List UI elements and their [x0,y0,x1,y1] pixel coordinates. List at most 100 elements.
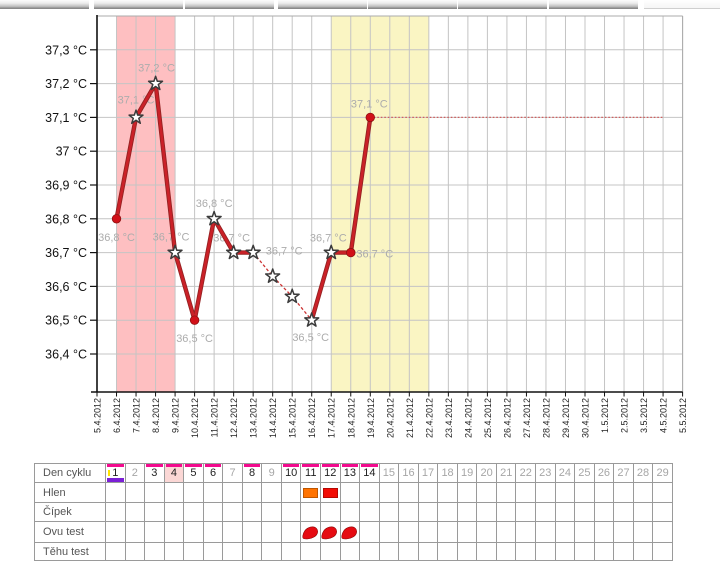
-pek-cell[interactable] [203,503,224,522]
t-hu-test-cell[interactable] [614,543,634,561]
-pek-cell[interactable] [164,503,185,522]
hlen-cell[interactable] [516,483,537,503]
cycle-day-cell[interactable]: 9 [262,464,282,483]
-pek-cell[interactable] [379,503,400,522]
toolbar-button-partial[interactable] [0,0,89,9]
ovu-test-cell[interactable] [301,522,322,543]
cycle-day-cell[interactable]: 8 [242,464,263,483]
toolbar-button-partial[interactable] [185,0,274,9]
t-hu-test-cell[interactable] [379,543,400,561]
cycle-day-cell[interactable]: 25 [575,464,595,483]
cycle-day-cell[interactable]: 20 [477,464,497,483]
-pek-cell[interactable] [575,503,595,522]
t-hu-test-cell[interactable] [496,543,517,561]
cycle-day-cell[interactable]: 2 [125,464,146,483]
cycle-day-cell[interactable]: 10 [281,464,302,483]
t-hu-test-cell[interactable] [184,543,204,561]
hlen-cell[interactable] [496,483,517,503]
-pek-cell[interactable] [438,503,458,522]
cycle-day-cell[interactable]: 17 [418,464,439,483]
hlen-cell[interactable] [653,483,673,503]
toolbar-button-partial[interactable] [368,0,457,9]
ovu-test-cell[interactable] [125,522,146,543]
t-hu-test-cell[interactable] [633,543,654,561]
ovu-test-cell[interactable] [203,522,224,543]
t-hu-test-cell[interactable] [281,543,302,561]
-pek-cell[interactable] [633,503,654,522]
t-hu-test-cell[interactable] [106,543,126,561]
cycle-day-cell[interactable]: 26 [594,464,615,483]
ovu-test-cell[interactable] [594,522,615,543]
t-hu-test-cell[interactable] [457,543,478,561]
t-hu-test-cell[interactable] [262,543,282,561]
-pek-cell[interactable] [477,503,497,522]
ovu-test-cell[interactable] [418,522,439,543]
cycle-day-cell[interactable]: 4 [164,464,185,483]
ovu-test-cell[interactable] [340,522,361,543]
toolbar-button-partial[interactable] [278,0,367,9]
cycle-day-cell[interactable]: 28 [633,464,654,483]
cycle-day-cell[interactable]: 21 [496,464,517,483]
-pek-cell[interactable] [145,503,165,522]
toolbar-button-partial[interactable] [458,0,547,9]
t-hu-test-cell[interactable] [438,543,458,561]
t-hu-test-cell[interactable] [242,543,263,561]
ovu-test-cell[interactable] [242,522,263,543]
t-hu-test-cell[interactable] [536,543,556,561]
cycle-day-cell[interactable]: 12 [321,464,341,483]
-pek-cell[interactable] [301,503,322,522]
cycle-day-cell[interactable]: 7 [223,464,243,483]
ovu-test-cell[interactable] [653,522,673,543]
ovu-test-cell[interactable] [477,522,497,543]
-pek-cell[interactable] [614,503,634,522]
t-hu-test-cell[interactable] [418,543,439,561]
hlen-cell[interactable] [125,483,146,503]
-pek-cell[interactable] [223,503,243,522]
cycle-day-cell[interactable]: 16 [399,464,419,483]
t-hu-test-cell[interactable] [164,543,185,561]
hlen-cell[interactable] [594,483,615,503]
t-hu-test-cell[interactable] [477,543,497,561]
t-hu-test-cell[interactable] [399,543,419,561]
-pek-cell[interactable] [360,503,380,522]
t-hu-test-cell[interactable] [653,543,673,561]
hlen-cell[interactable] [340,483,361,503]
t-hu-test-cell[interactable] [516,543,537,561]
hlen-cell[interactable] [321,483,341,503]
hlen-cell[interactable] [106,483,126,503]
hlen-cell[interactable] [438,483,458,503]
cycle-day-cell[interactable]: 13 [340,464,361,483]
-pek-cell[interactable] [594,503,615,522]
hlen-cell[interactable] [184,483,204,503]
t-hu-test-cell[interactable] [321,543,341,561]
toolbar-button-partial[interactable] [94,0,183,9]
cycle-day-cell[interactable]: 19 [457,464,478,483]
hlen-cell[interactable] [477,483,497,503]
hlen-cell[interactable] [575,483,595,503]
hlen-cell[interactable] [614,483,634,503]
cycle-day-cell[interactable]: 24 [555,464,576,483]
ovu-test-cell[interactable] [164,522,185,543]
hlen-cell[interactable] [418,483,439,503]
ovu-test-cell[interactable] [555,522,576,543]
-pek-cell[interactable] [457,503,478,522]
-pek-cell[interactable] [496,503,517,522]
hlen-cell[interactable] [360,483,380,503]
ovu-test-cell[interactable] [438,522,458,543]
-pek-cell[interactable] [184,503,204,522]
ovu-test-cell[interactable] [321,522,341,543]
cycle-day-cell[interactable]: 6 [203,464,224,483]
hlen-cell[interactable] [536,483,556,503]
cycle-day-cell[interactable]: 1 [106,464,126,483]
-pek-cell[interactable] [262,503,282,522]
-pek-cell[interactable] [516,503,537,522]
cycle-day-cell[interactable]: 3 [145,464,165,483]
ovu-test-cell[interactable] [516,522,537,543]
hlen-cell[interactable] [379,483,400,503]
cycle-day-cell[interactable]: 29 [653,464,673,483]
hlen-cell[interactable] [633,483,654,503]
cycle-day-cell[interactable]: 14 [360,464,380,483]
hlen-cell[interactable] [242,483,263,503]
t-hu-test-cell[interactable] [594,543,615,561]
-pek-cell[interactable] [418,503,439,522]
